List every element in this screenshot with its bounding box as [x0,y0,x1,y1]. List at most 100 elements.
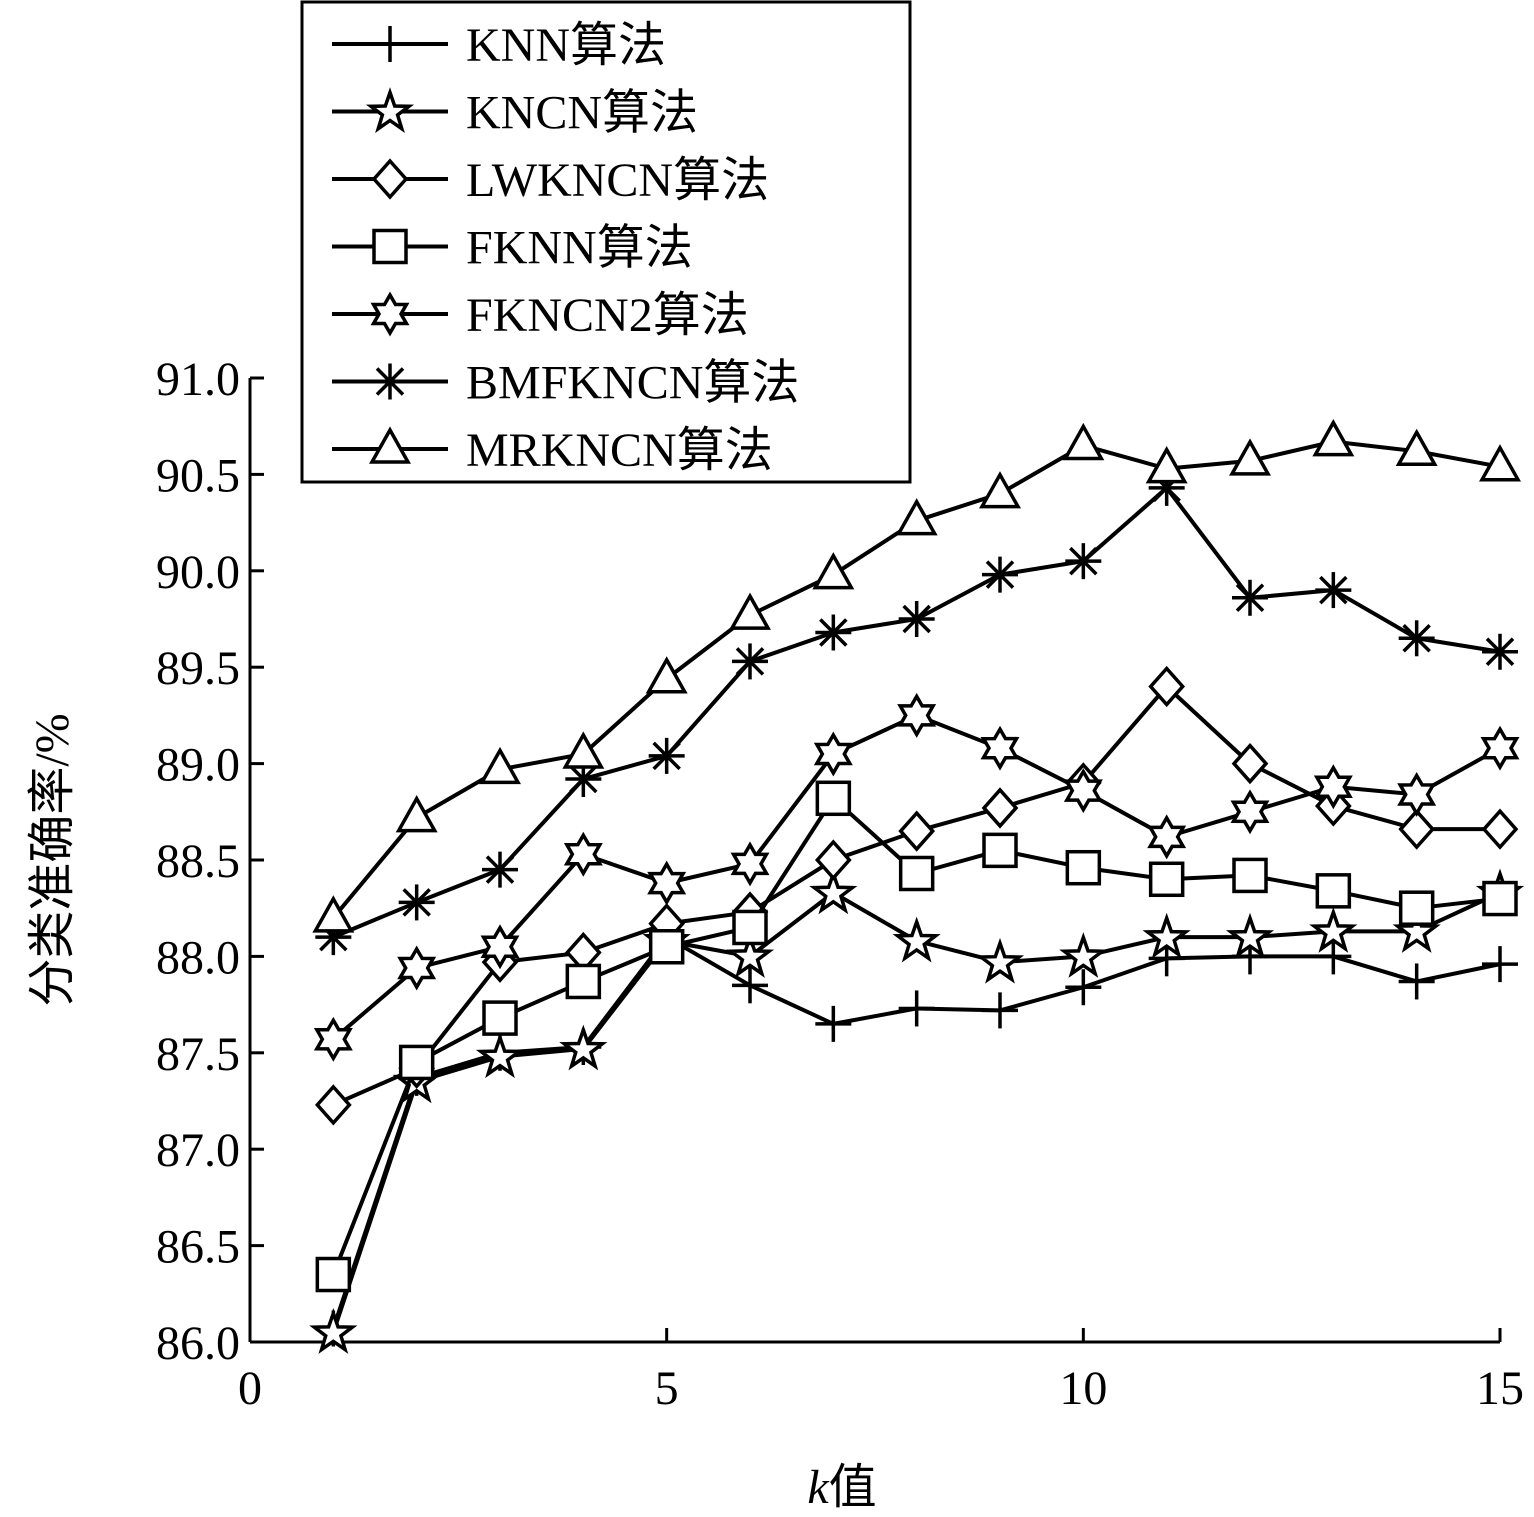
legend-item: KNCN算法 [332,87,698,140]
series-5 [313,692,1520,1062]
data-point-marker [1063,768,1103,814]
data-point-marker [1397,771,1437,817]
data-point-marker [980,725,1020,771]
axes [248,378,1500,1344]
data-point-marker [648,929,685,965]
data-point-marker [1148,861,1185,898]
legend-marker [372,363,408,400]
data-point-marker [815,1005,852,1042]
data-point-marker [1148,665,1186,708]
data-point-marker [729,592,771,630]
data-point-marker [1229,438,1271,476]
x-tick-label: 5 [655,1362,679,1415]
data-point-marker [898,601,935,637]
data-point-marker [1398,963,1435,1000]
data-point-marker [1065,849,1102,886]
legend-items: KNN算法 KNCN算法 LWKNCN算法 FKNN算法 FKNCN2算法 BMFKNCN… [332,19,799,477]
data-point-marker [1315,572,1352,609]
legend-label: LWKNCN算法 [466,154,769,207]
data-point-marker [1482,946,1518,983]
series-7 [312,419,1521,933]
data-point-marker [1482,633,1518,670]
data-point-marker [314,1084,352,1126]
data-point-marker [1479,444,1521,482]
data-point-marker [479,746,521,785]
data-point-marker [1232,579,1268,616]
x-axis-label: k值 [807,1461,876,1514]
data-point-marker [979,471,1021,509]
legend-item: FKNCN2算法 [332,289,749,342]
y-tick-label: 90.0 [156,546,240,599]
data-point-marker [1231,742,1269,785]
data-point-marker [895,498,938,536]
data-point-marker [812,552,855,590]
y-tick-label: 89.0 [156,739,240,792]
series-group [309,419,1525,1354]
legend-marker [372,26,408,62]
data-point-marker [1142,912,1191,959]
data-point-marker [562,731,605,769]
data-point-marker [1313,764,1353,810]
data-point-marker [898,810,936,852]
data-point-marker [1065,543,1102,580]
data-point-marker [309,1308,358,1354]
data-point-marker [1398,808,1436,850]
data-point-marker [1147,814,1187,860]
data-point-marker [312,895,355,933]
legend-marker [365,87,415,133]
y-tick-label: 86.5 [156,1221,240,1274]
data-point-marker [732,967,768,1004]
data-point-marker [482,1000,518,1036]
data-point-marker [315,1256,352,1293]
series-4 [315,780,1518,1293]
data-point-marker [398,884,435,921]
x-tick-label: 10 [1059,1362,1107,1415]
data-point-marker [1232,857,1268,894]
data-point-marker [982,556,1018,593]
data-point-marker [480,924,520,970]
data-point-marker [648,737,685,774]
legend-label: KNN算法 [466,19,666,72]
y-axis-label: 分类准确率/% [26,713,79,1006]
data-point-marker [1395,428,1438,467]
data-point-marker [815,780,852,817]
data-point-marker [1230,789,1270,835]
data-point-marker [1398,890,1435,926]
data-point-marker [645,656,688,694]
data-point-marker [897,692,937,738]
series-2 [309,868,1525,1354]
legend-item: KNN算法 [332,19,666,72]
data-point-marker [1392,907,1441,953]
data-point-marker [1481,808,1519,850]
legend-label: KNCN算法 [466,87,698,140]
data-point-marker [814,839,852,881]
legend-item: BMFKNCN算法 [332,357,799,410]
data-point-marker [1065,969,1102,1006]
data-point-marker [1059,932,1108,978]
x-ticks: 0 5 10 15 [238,1328,1524,1415]
data-point-marker [1315,873,1352,909]
data-point-marker [395,795,438,833]
x-tick-label: 15 [1476,1362,1524,1415]
legend-item: FKNN算法 [332,222,693,275]
data-point-marker [397,945,437,991]
data-point-marker [1480,725,1520,771]
data-point-marker [813,731,853,777]
data-point-marker [398,1044,435,1081]
y-tick-label: 87.0 [156,1124,240,1177]
data-point-marker [981,787,1019,829]
legend-item: MRKNCN算法 [332,424,773,477]
data-point-marker [898,855,935,892]
data-point-marker [563,831,603,877]
y-tick-label: 88.5 [156,835,240,888]
data-point-marker [559,1024,608,1071]
legend-label: FKNN算法 [466,222,693,275]
data-point-marker [313,1016,353,1062]
legend-label: BMFKNCN算法 [466,357,799,410]
legend-marker [371,158,409,200]
data-point-marker [732,643,768,680]
data-point-marker [815,614,852,651]
legend: KNN算法 KNCN算法 LWKNCN算法 FKNN算法 FKNCN2算法 BMFKNCN… [300,0,912,484]
data-point-marker [1315,938,1352,975]
legend-item: LWKNCN算法 [332,154,769,207]
